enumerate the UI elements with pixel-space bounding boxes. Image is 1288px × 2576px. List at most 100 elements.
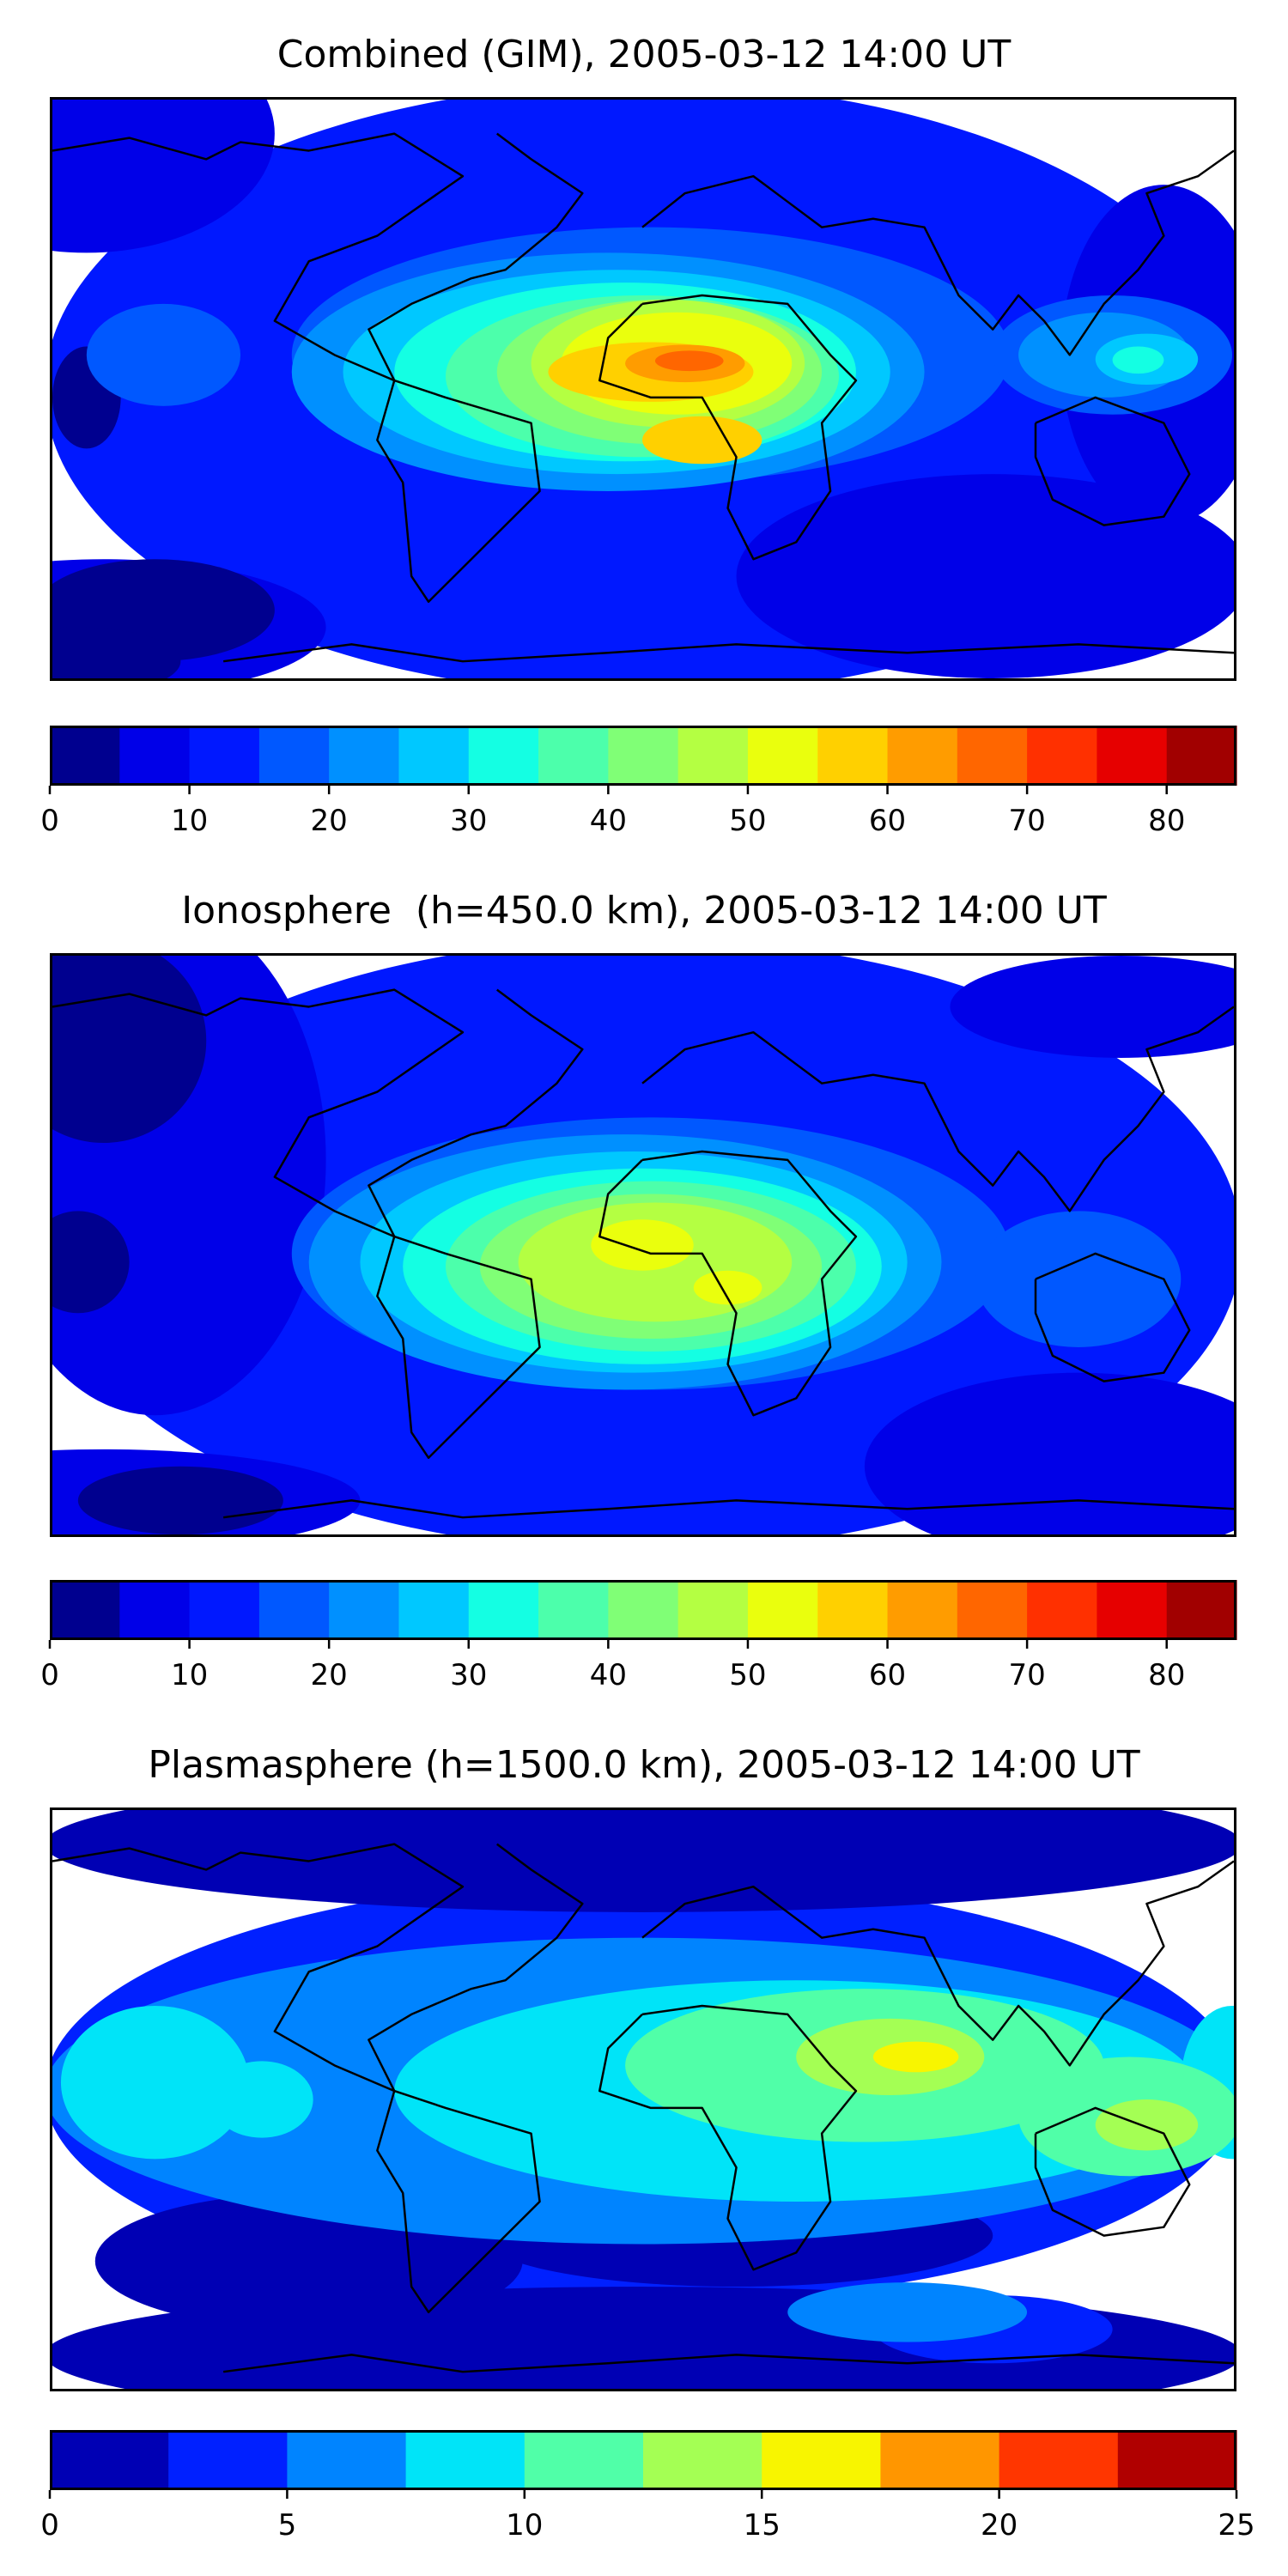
colorbar-segment (50, 1580, 120, 1640)
colorbar-segment (1166, 726, 1237, 786)
colorbar-segment (398, 1580, 470, 1640)
contour-region (872, 2041, 959, 2073)
colorbar-segment (957, 726, 1028, 786)
colorbar-tick-label: 80 (1148, 804, 1185, 838)
coastline (598, 294, 858, 561)
colorbar-tick-label: 40 (590, 804, 627, 838)
colorbar-segment (1097, 726, 1168, 786)
contour-region (950, 956, 1234, 1058)
map-canvas (52, 956, 1234, 1534)
colorbar-segment (747, 1580, 818, 1640)
colorbar-segment (957, 1580, 1028, 1640)
colorbar-segment (817, 726, 889, 786)
colorbar-tick-label: 80 (1148, 1658, 1185, 1692)
coastline (52, 988, 584, 1238)
coastline (222, 1499, 1234, 1519)
coastline (376, 2089, 541, 2314)
colorbar-tick-label: 30 (450, 804, 487, 838)
contour-region (1112, 346, 1164, 374)
colorbar-tick-label: 40 (590, 1658, 627, 1692)
colorbar-tick-label: 50 (729, 1658, 766, 1692)
coastline (598, 2004, 858, 2271)
contour-region (1095, 2099, 1199, 2151)
coastline (641, 149, 1234, 356)
colorbar-tick-label: 5 (278, 2508, 297, 2543)
colorbar-segment (677, 726, 749, 786)
plasmasphere-tec-map (50, 1807, 1236, 2391)
colorbar-segment (468, 726, 539, 786)
map-canvas (52, 1810, 1234, 2389)
colorbar-segment (1097, 1580, 1168, 1640)
colorbar-segment (538, 1580, 609, 1640)
colorbar-segment (762, 2430, 881, 2490)
colorbar-tick-label: 0 (40, 2508, 59, 2543)
ionosphere-colorbar: 0 10 20 30 40 50 60 70 80 (40, 1580, 1237, 1692)
colorbar-tick-label: 15 (744, 2508, 781, 2543)
colorbar-segment (329, 1580, 400, 1640)
colorbar-tick-label: 30 (450, 1658, 487, 1692)
combined-colorbar: 0 10 20 30 40 50 60 70 80 (40, 726, 1237, 838)
colorbar-segment (329, 726, 400, 786)
colorbar-segment (189, 726, 260, 786)
colorbar-tick-label: 50 (729, 804, 766, 838)
colorbar-segment (405, 2430, 526, 2490)
coastline (641, 1005, 1234, 1212)
colorbar-segment (258, 726, 330, 786)
colorbar-tick-label: 0 (40, 804, 59, 838)
colorbar-segment (887, 1580, 958, 1640)
contour-region (52, 956, 207, 1144)
colorbar-segment (747, 726, 818, 786)
colorbar-segment (398, 726, 470, 786)
colorbar-tick-label: 10 (171, 804, 208, 838)
colorbar-segment (119, 1580, 191, 1640)
contour-region (693, 1270, 762, 1305)
colorbar-segment (258, 1580, 330, 1640)
coastline (1034, 396, 1191, 526)
colorbar-segment (168, 2430, 288, 2490)
colorbar-canvas: 0 10 20 30 40 50 60 70 80 (40, 1580, 1237, 1692)
coastline (598, 1150, 858, 1417)
colorbar-segment (287, 2430, 407, 2490)
colorbar-segment (608, 1580, 679, 1640)
contour-region (642, 416, 762, 465)
coastline (52, 1843, 584, 2093)
colorbar-tick-label: 10 (506, 2508, 543, 2543)
colorbar-segment (1117, 2430, 1237, 2490)
plasmasphere-colorbar: 0 5 10 15 20 25 (40, 2430, 1255, 2543)
colorbar-tick-label: 60 (869, 1658, 906, 1692)
colorbar-canvas: 0 10 20 30 40 50 60 70 80 (40, 726, 1237, 838)
colorbar-segment (999, 2430, 1119, 2490)
colorbar-segment (880, 2430, 1000, 2490)
contour-region (654, 350, 724, 372)
colorbar-segment (50, 2430, 169, 2490)
contour-region (787, 2282, 1028, 2342)
coastline (641, 1860, 1234, 2067)
colorbar-segment (1027, 726, 1098, 786)
ionosphere-tec-map (50, 953, 1236, 1537)
colorbar-segment (1027, 1580, 1098, 1640)
coastline (222, 2354, 1234, 2373)
colorbar-segment (50, 726, 120, 786)
contour-region (86, 303, 241, 406)
colorbar-segment (468, 1580, 539, 1640)
colorbar-tick-label: 60 (869, 804, 906, 838)
colorbar-segment (524, 2430, 644, 2490)
contour-region (975, 1211, 1182, 1347)
panel3-title: Plasmasphere (h=1500.0 km), 2005-03-12 1… (148, 1743, 1140, 1787)
combined-tec-map (50, 97, 1236, 681)
colorbar-tick-label: 10 (171, 1658, 208, 1692)
colorbar-tick-label: 70 (1008, 804, 1045, 838)
colorbar-frame (50, 726, 1236, 786)
colorbar-segment (643, 2430, 762, 2490)
contour-region (52, 627, 181, 678)
colorbar-segment (1166, 1580, 1237, 1640)
colorbar-frame (50, 1580, 1236, 1640)
coastline (1034, 2106, 1191, 2237)
colorbar-segment (189, 1580, 260, 1640)
contour-region (591, 1219, 694, 1271)
contour-region (210, 2061, 313, 2138)
contour-region (77, 1466, 283, 1534)
coastline (222, 643, 1234, 663)
colorbar-canvas: 0 5 10 15 20 25 (40, 2430, 1255, 2543)
colorbar-segment (538, 726, 609, 786)
